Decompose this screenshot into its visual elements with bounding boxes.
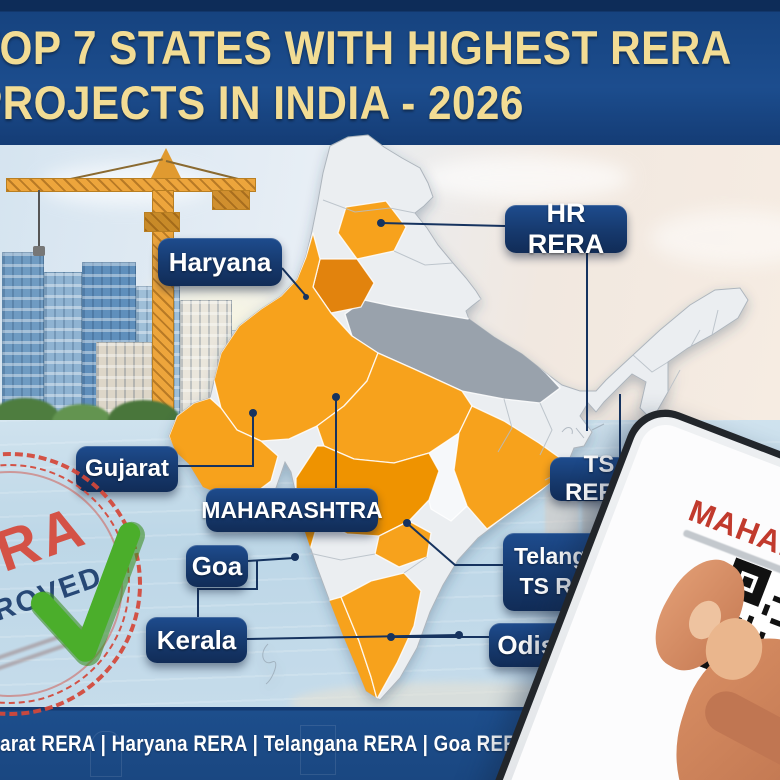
label-hr-rera-text: HR RERA <box>527 198 605 259</box>
title-line-1: TOP 7 STATES WITH HIGHEST RERA <box>0 21 732 74</box>
label-hr-rera: HR RERA <box>505 198 627 259</box>
label-goa-text: Goa <box>191 550 243 581</box>
label-haryana: Haryana <box>158 238 282 286</box>
label-goa: Goa <box>186 545 248 587</box>
label-gujarat-text: Gujarat <box>84 455 170 482</box>
cloud <box>420 155 630 201</box>
footer-doodle <box>90 731 122 777</box>
crane-cab <box>144 212 180 232</box>
footer-doodle <box>300 725 336 775</box>
label-haryana-text: Haryana <box>168 246 272 277</box>
approved-check-icon <box>30 521 145 667</box>
header-banner: TOP 7 STATES WITH HIGHEST RERA PROJECTS … <box>0 0 780 145</box>
crane-hook-line <box>38 190 40 246</box>
label-maharashtra: MAHARASHTRA <box>201 488 383 532</box>
label-gujarat: Gujarat <box>76 446 178 492</box>
label-maharashtra-text: MAHARASHTRA <box>201 496 383 523</box>
poster-title: TOP 7 STATES WITH HIGHEST RERA PROJECTS … <box>0 0 731 131</box>
title-line-2: PROJECTS IN INDIA - 2026 <box>0 75 524 129</box>
crane-hook <box>33 246 45 256</box>
crane-counterweight <box>212 190 250 210</box>
